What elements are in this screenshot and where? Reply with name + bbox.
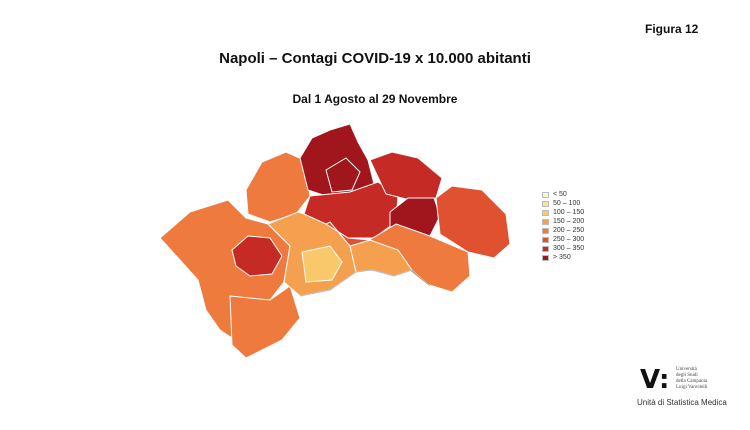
legend-swatch [542, 209, 549, 216]
legend-label: 100 – 150 [553, 209, 585, 216]
figure-label: Figura 12 [645, 22, 699, 36]
legend-item: 300 – 350 [542, 244, 584, 253]
logo-text-line: degli Studi [676, 373, 698, 378]
map-region-centre-light [301, 245, 343, 283]
legend-swatch [542, 218, 549, 225]
logo-caption: Unità di Statistica Medica [637, 398, 727, 407]
legend-label: 250 – 300 [553, 236, 585, 243]
map-region-east-center [324, 221, 371, 247]
legend-item: 200 – 250 [542, 226, 584, 235]
map-region-northwest [245, 151, 311, 223]
legend-item: > 350 [542, 253, 584, 262]
map-region-south [229, 285, 301, 359]
legend-label: 150 – 200 [553, 218, 585, 225]
map-region-enclave [231, 235, 283, 277]
logo-text-line: della Campania [676, 379, 708, 384]
legend-item: 150 – 200 [542, 217, 584, 226]
map-region-far-east [435, 185, 511, 259]
legend-swatch [542, 236, 549, 243]
logo-text: Università degli Studi della Campania Lu… [676, 367, 736, 391]
legend-swatch [542, 245, 549, 252]
map-legend: < 50 50 – 100 100 – 150 150 – 200 200 – 250 2… [542, 190, 584, 262]
legend-swatch [542, 200, 549, 207]
map-region-northeast [369, 151, 443, 201]
legend-swatch [542, 227, 549, 234]
legend-swatch [542, 191, 549, 198]
logo-text-line: Università [676, 367, 697, 372]
legend-label: < 50 [553, 191, 567, 198]
legend-item: 50 – 100 [542, 199, 584, 208]
legend-item: 250 – 300 [542, 235, 584, 244]
map-subtitle: Dal 1 Agosto al 29 Novembre [292, 92, 458, 106]
legend-label: 300 – 350 [553, 245, 585, 252]
map-title: Napoli – Contagi COVID-19 x 10.000 abita… [219, 50, 531, 67]
legend-label: 200 – 250 [553, 227, 585, 234]
legend-item: 100 – 150 [542, 208, 584, 217]
legend-label: > 350 [553, 254, 571, 261]
legend-item: < 50 [542, 190, 584, 199]
map-coastline [299, 269, 431, 297]
legend-swatch [542, 254, 549, 261]
legend-label: 50 – 100 [553, 200, 581, 207]
map-region-north-inner [325, 157, 361, 193]
logo-mark: V: [640, 365, 670, 395]
logo-text-line: Luigi Vanvitelli [676, 385, 708, 390]
